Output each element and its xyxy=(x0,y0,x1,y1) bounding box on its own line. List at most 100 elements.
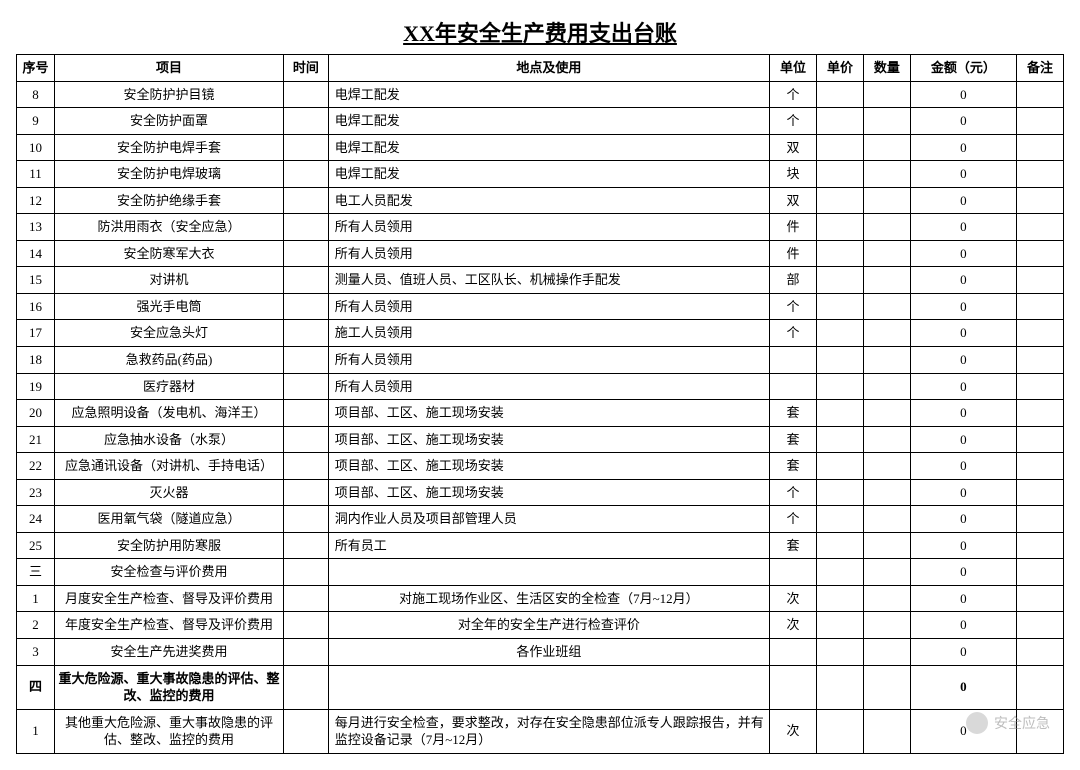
table-row: 23灭火器项目部、工区、施工现场安装个0 xyxy=(17,479,1064,506)
cell-loc: 各作业班组 xyxy=(328,639,769,666)
cell-qty xyxy=(863,479,910,506)
cell-seq: 24 xyxy=(17,506,55,533)
cell-qty xyxy=(863,161,910,188)
cell-time xyxy=(284,506,329,533)
cell-loc: 电焊工配发 xyxy=(328,134,769,161)
cell-amount: 0 xyxy=(910,293,1016,320)
cell-note xyxy=(1017,559,1064,586)
cell-price xyxy=(817,293,864,320)
cell-item: 年度安全生产检查、督导及评价费用 xyxy=(54,612,283,639)
col-header-unit: 单位 xyxy=(770,55,817,82)
cell-amount: 0 xyxy=(910,108,1016,135)
cell-unit: 个 xyxy=(770,108,817,135)
ledger-table: 序号 项目 时间 地点及使用 单位 单价 数量 金额（元） 备注 8安全防护护目… xyxy=(16,54,1064,754)
cell-qty xyxy=(863,320,910,347)
table-row: 3安全生产先进奖费用各作业班组0 xyxy=(17,639,1064,666)
cell-item: 应急通讯设备（对讲机、手持电话） xyxy=(54,453,283,480)
cell-note xyxy=(1017,108,1064,135)
cell-unit: 次 xyxy=(770,612,817,639)
cell-note xyxy=(1017,293,1064,320)
cell-qty xyxy=(863,400,910,427)
cell-price xyxy=(817,479,864,506)
cell-amount: 0 xyxy=(910,81,1016,108)
cell-time xyxy=(284,479,329,506)
cell-item: 安全生产先进奖费用 xyxy=(54,639,283,666)
cell-time xyxy=(284,267,329,294)
cell-unit: 套 xyxy=(770,453,817,480)
cell-loc: 电焊工配发 xyxy=(328,108,769,135)
cell-unit: 块 xyxy=(770,161,817,188)
table-row: 四重大危险源、重大事故隐患的评估、整改、监控的费用0 xyxy=(17,665,1064,709)
cell-unit: 套 xyxy=(770,532,817,559)
table-row: 21应急抽水设备（水泵）项目部、工区、施工现场安装套0 xyxy=(17,426,1064,453)
table-body: 8安全防护护目镜电焊工配发个09安全防护面罩电焊工配发个010安全防护电焊手套电… xyxy=(17,81,1064,753)
cell-time xyxy=(284,293,329,320)
cell-note xyxy=(1017,585,1064,612)
cell-seq: 15 xyxy=(17,267,55,294)
cell-note xyxy=(1017,709,1064,753)
cell-unit xyxy=(770,373,817,400)
cell-item: 应急抽水设备（水泵） xyxy=(54,426,283,453)
table-header-row: 序号 项目 时间 地点及使用 单位 单价 数量 金额（元） 备注 xyxy=(17,55,1064,82)
cell-loc xyxy=(328,665,769,709)
cell-loc: 所有人员领用 xyxy=(328,214,769,241)
cell-loc: 对全年的安全生产进行检查评价 xyxy=(328,612,769,639)
cell-time xyxy=(284,585,329,612)
cell-amount: 0 xyxy=(910,559,1016,586)
cell-loc: 施工人员领用 xyxy=(328,320,769,347)
cell-item: 月度安全生产检查、督导及评价费用 xyxy=(54,585,283,612)
table-row: 19医疗器材所有人员领用0 xyxy=(17,373,1064,400)
cell-amount: 0 xyxy=(910,639,1016,666)
cell-amount: 0 xyxy=(910,585,1016,612)
cell-note xyxy=(1017,373,1064,400)
cell-loc: 项目部、工区、施工现场安装 xyxy=(328,400,769,427)
cell-price xyxy=(817,709,864,753)
cell-qty xyxy=(863,639,910,666)
col-header-time: 时间 xyxy=(284,55,329,82)
cell-unit xyxy=(770,639,817,666)
cell-note xyxy=(1017,612,1064,639)
cell-qty xyxy=(863,709,910,753)
cell-note xyxy=(1017,400,1064,427)
cell-price xyxy=(817,240,864,267)
cell-time xyxy=(284,134,329,161)
cell-qty xyxy=(863,108,910,135)
table-row: 16强光手电筒所有人员领用个0 xyxy=(17,293,1064,320)
cell-loc: 电工人员配发 xyxy=(328,187,769,214)
cell-seq: 25 xyxy=(17,532,55,559)
cell-note xyxy=(1017,347,1064,374)
col-header-price: 单价 xyxy=(817,55,864,82)
cell-seq: 13 xyxy=(17,214,55,241)
cell-amount: 0 xyxy=(910,161,1016,188)
cell-time xyxy=(284,426,329,453)
cell-loc: 项目部、工区、施工现场安装 xyxy=(328,426,769,453)
cell-unit: 次 xyxy=(770,585,817,612)
table-row: 14安全防寒军大衣所有人员领用件0 xyxy=(17,240,1064,267)
cell-unit xyxy=(770,347,817,374)
cell-seq: 14 xyxy=(17,240,55,267)
cell-amount: 0 xyxy=(910,426,1016,453)
cell-seq: 四 xyxy=(17,665,55,709)
cell-price xyxy=(817,400,864,427)
cell-seq: 19 xyxy=(17,373,55,400)
cell-item: 安全防寒军大衣 xyxy=(54,240,283,267)
cell-qty xyxy=(863,293,910,320)
cell-seq: 22 xyxy=(17,453,55,480)
cell-loc: 项目部、工区、施工现场安装 xyxy=(328,453,769,480)
cell-price xyxy=(817,585,864,612)
cell-amount: 0 xyxy=(910,187,1016,214)
cell-qty xyxy=(863,665,910,709)
cell-amount: 0 xyxy=(910,453,1016,480)
cell-price xyxy=(817,559,864,586)
cell-seq: 1 xyxy=(17,709,55,753)
cell-amount: 0 xyxy=(910,532,1016,559)
cell-price xyxy=(817,347,864,374)
cell-unit: 双 xyxy=(770,134,817,161)
cell-note xyxy=(1017,134,1064,161)
cell-price xyxy=(817,639,864,666)
cell-time xyxy=(284,214,329,241)
cell-qty xyxy=(863,187,910,214)
cell-seq: 1 xyxy=(17,585,55,612)
cell-unit: 套 xyxy=(770,400,817,427)
cell-item: 安全防护绝缘手套 xyxy=(54,187,283,214)
